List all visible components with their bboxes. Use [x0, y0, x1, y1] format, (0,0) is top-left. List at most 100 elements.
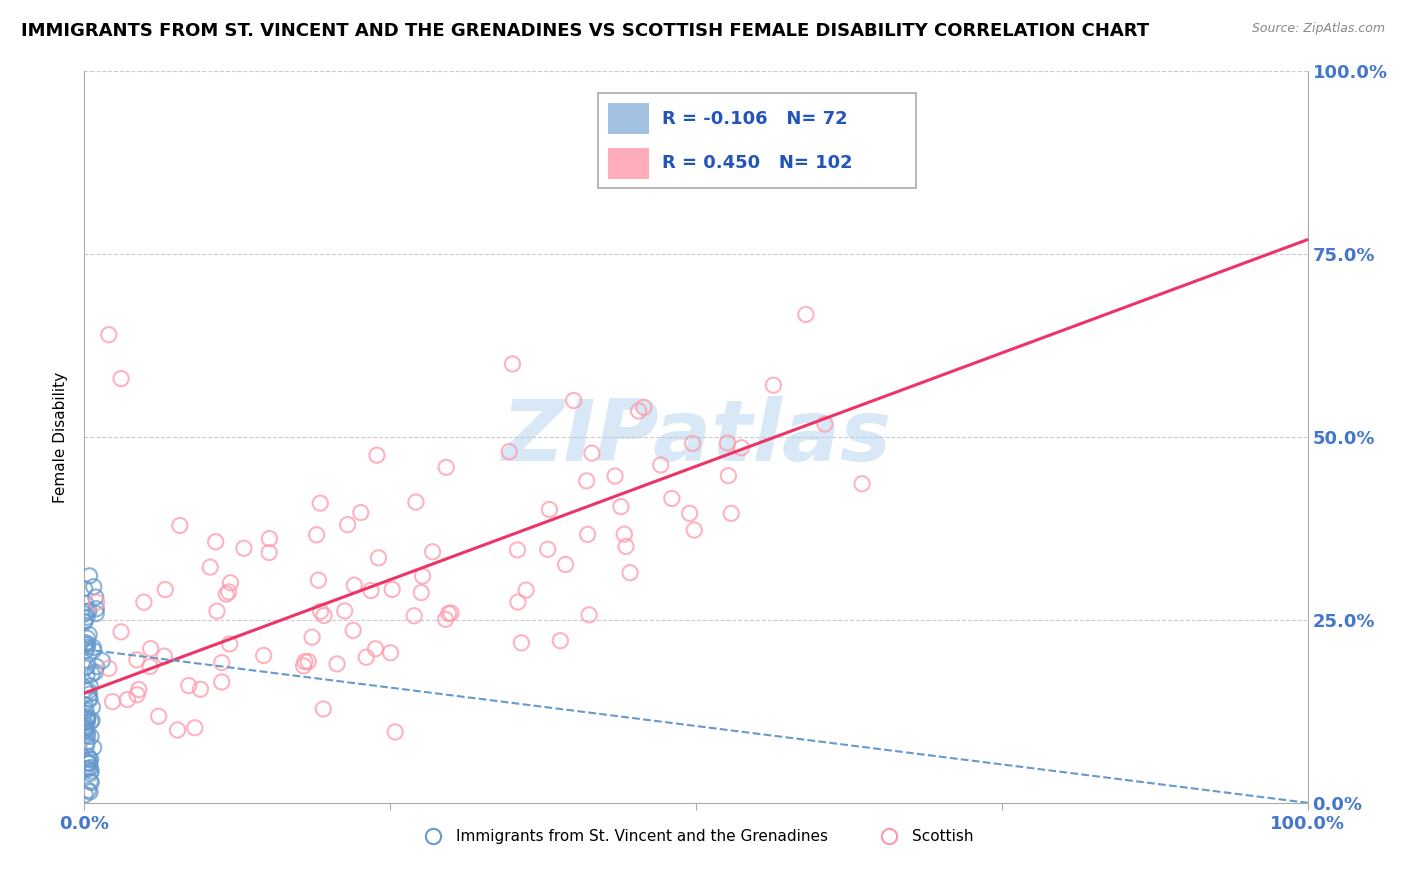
Point	[84, 607, 107, 621]
Point	[190, 682, 212, 697]
Text: ZIPatlas: ZIPatlas	[501, 395, 891, 479]
Point	[578, 607, 600, 622]
Point	[77, 783, 100, 797]
Point	[650, 458, 672, 472]
Point	[259, 532, 281, 546]
Point	[218, 585, 240, 599]
Point	[83, 643, 105, 657]
Point	[717, 468, 740, 483]
Point	[73, 715, 96, 730]
Point	[73, 698, 96, 712]
Point	[794, 308, 817, 322]
Point	[384, 725, 406, 739]
Point	[75, 636, 97, 650]
Point	[97, 327, 120, 342]
Point	[297, 655, 319, 669]
Point	[76, 659, 98, 673]
Point	[76, 631, 98, 645]
Point	[575, 474, 598, 488]
Point	[76, 725, 98, 739]
Point	[312, 608, 335, 623]
Point	[139, 641, 162, 656]
Point	[502, 357, 524, 371]
Point	[184, 721, 207, 735]
Point	[309, 604, 332, 618]
Point	[422, 545, 444, 559]
Point	[127, 688, 149, 702]
Point	[80, 753, 103, 767]
Point	[153, 649, 176, 664]
Point	[538, 502, 561, 516]
Point	[554, 558, 576, 572]
Point	[211, 675, 233, 690]
Point	[75, 638, 97, 652]
Point	[661, 491, 683, 506]
Point	[814, 417, 837, 431]
Point	[75, 643, 97, 657]
Point	[683, 523, 706, 537]
Point	[80, 775, 103, 789]
Point	[75, 596, 97, 610]
Point	[76, 605, 98, 619]
Point	[301, 630, 323, 644]
Point	[73, 582, 96, 596]
Point	[405, 495, 427, 509]
Point	[215, 587, 238, 601]
Point	[360, 583, 382, 598]
Point	[75, 661, 97, 675]
Point	[73, 607, 96, 621]
Point	[75, 762, 97, 776]
Point	[75, 718, 97, 732]
Point	[619, 566, 641, 580]
Point	[82, 700, 104, 714]
Point	[79, 569, 101, 583]
Point	[83, 740, 105, 755]
Point	[257, 545, 280, 559]
Point	[77, 627, 100, 641]
Point	[515, 583, 537, 598]
Point	[307, 573, 329, 587]
Point	[342, 624, 364, 638]
Point	[550, 633, 572, 648]
Point	[411, 585, 433, 599]
Point	[75, 682, 97, 697]
Point	[366, 448, 388, 462]
Point	[440, 606, 463, 620]
Point	[506, 542, 529, 557]
Point	[498, 444, 520, 458]
Point	[80, 667, 103, 681]
Point	[312, 702, 335, 716]
Point	[434, 612, 457, 626]
Point	[110, 371, 132, 385]
Point	[76, 735, 98, 749]
Point	[76, 729, 98, 743]
Point	[83, 580, 105, 594]
Point	[148, 709, 170, 723]
Point	[292, 659, 315, 673]
Point	[211, 656, 233, 670]
Point	[336, 517, 359, 532]
Point	[562, 393, 585, 408]
Point	[97, 661, 120, 675]
Point	[380, 646, 402, 660]
Point	[76, 640, 98, 655]
Point	[132, 595, 155, 609]
Point	[333, 604, 356, 618]
Point	[76, 637, 98, 651]
Point	[253, 648, 276, 663]
Point	[537, 542, 560, 557]
Point	[381, 582, 404, 597]
Point	[86, 601, 108, 615]
Point	[603, 469, 626, 483]
Point	[204, 534, 226, 549]
Point	[613, 527, 636, 541]
Point	[166, 723, 188, 737]
Point	[169, 518, 191, 533]
Point	[73, 615, 96, 630]
Point	[76, 755, 98, 769]
Point	[76, 610, 98, 624]
Point	[79, 692, 101, 706]
Point	[79, 691, 101, 706]
Point	[576, 527, 599, 541]
Point	[75, 721, 97, 735]
